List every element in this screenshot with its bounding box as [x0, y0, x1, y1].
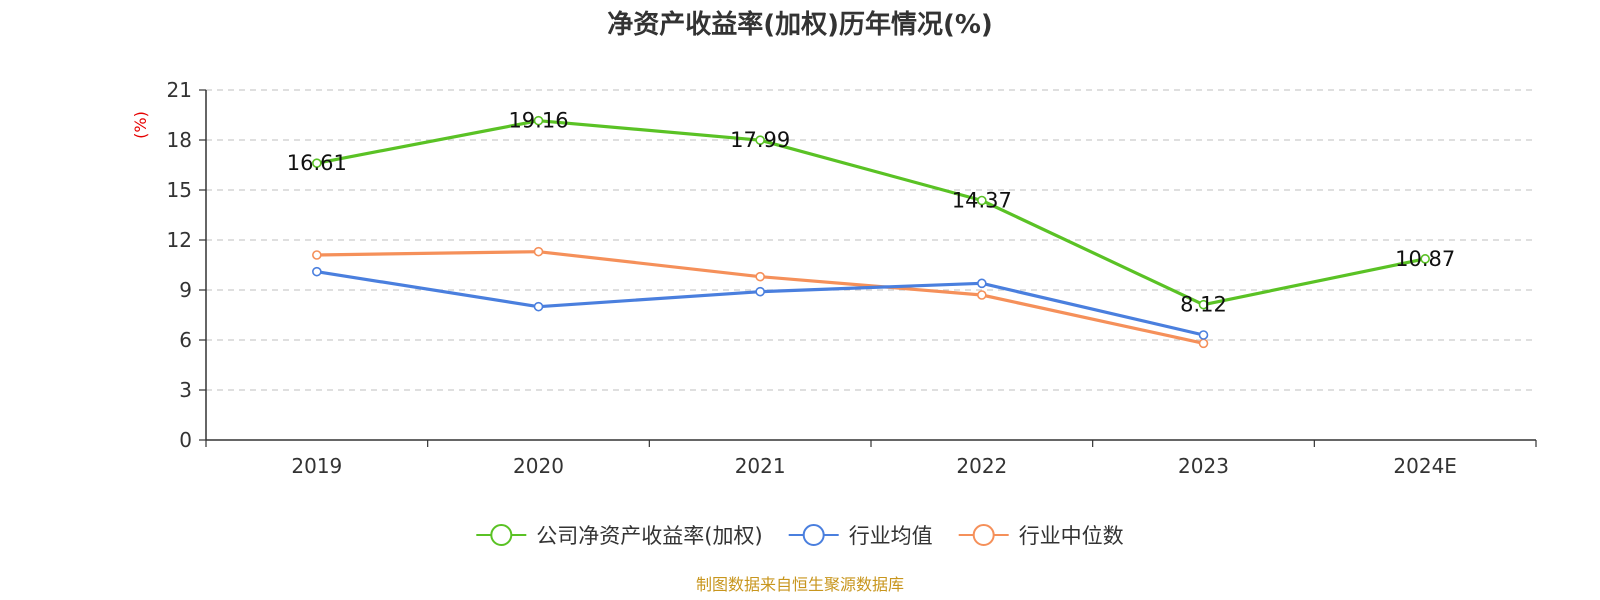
data-label: 17.99: [730, 128, 790, 152]
legend-label: 公司净资产收益率(加权): [536, 524, 762, 548]
x-tick-label: 2024E: [1393, 454, 1457, 478]
y-tick-label: 21: [167, 78, 192, 102]
x-tick-label: 2020: [513, 454, 564, 478]
legend-label: 行业均值: [849, 524, 933, 548]
legend-label: 行业中位数: [1019, 524, 1124, 548]
x-tick-label: 2022: [956, 454, 1007, 478]
y-axis: 0 3 6 9 12 15 18 21: [167, 78, 207, 452]
legend: 公司净资产收益率(加权) 行业均值 行业中位数: [476, 524, 1124, 548]
y-axis-label: (%): [131, 111, 150, 139]
data-point: [312, 158, 322, 168]
data-point: [755, 286, 765, 297]
data-point: [755, 135, 765, 145]
legend-item: 行业中位数: [958, 524, 1124, 548]
data-label: 19.16: [508, 109, 568, 133]
legend-item: 行业均值: [788, 524, 933, 548]
data-point: [533, 246, 544, 257]
x-tick-label: 2023: [1178, 454, 1229, 478]
x-axis: 2019 2020 2021 2022 2023 2024E: [205, 439, 1537, 478]
y-tick-label: 0: [179, 428, 192, 452]
x-tick-label: 2019: [291, 454, 342, 478]
series-line: [316, 119, 1426, 307]
data-point: [755, 271, 765, 282]
y-tick-label: 3: [179, 378, 192, 402]
y-tick-label: 9: [179, 278, 192, 302]
data-label: 8.12: [1180, 293, 1227, 317]
series-lines: [312, 115, 1430, 349]
y-tick-label: 15: [167, 178, 192, 202]
data-point: [977, 195, 987, 206]
source-note: 制图数据来自恒生聚源数据库: [696, 575, 904, 594]
legend-item: 公司净资产收益率(加权): [476, 524, 763, 548]
data-label: 14.37: [952, 189, 1012, 213]
data-point: [1198, 330, 1209, 340]
data-point: [1198, 338, 1209, 349]
data-label: 16.61: [287, 151, 347, 175]
legend-marker-circle: [802, 524, 825, 546]
data-point: [312, 250, 322, 260]
chart-title: 净资产收益率(加权)历年情况(%): [607, 9, 993, 40]
legend-marker-circle: [972, 524, 995, 546]
legend-marker-circle: [490, 524, 513, 546]
data-point: [533, 301, 544, 312]
y-tick-label: 12: [167, 228, 192, 252]
series-line: [316, 250, 1204, 345]
y-tick-label: 6: [179, 328, 192, 352]
data-point: [977, 278, 987, 289]
data-point: [533, 115, 544, 126]
data-point: [1198, 299, 1209, 310]
y-tick-label: 18: [167, 128, 192, 152]
data-point: [977, 290, 987, 300]
data-point: [1420, 254, 1430, 264]
data-label: 10.87: [1395, 247, 1455, 271]
x-tick-label: 2021: [735, 454, 786, 478]
gridlines: [206, 89, 1536, 391]
data-labels: 16.61 19.16 17.99 14.37 8.12 10.87: [287, 109, 1455, 317]
data-point: [312, 266, 322, 277]
